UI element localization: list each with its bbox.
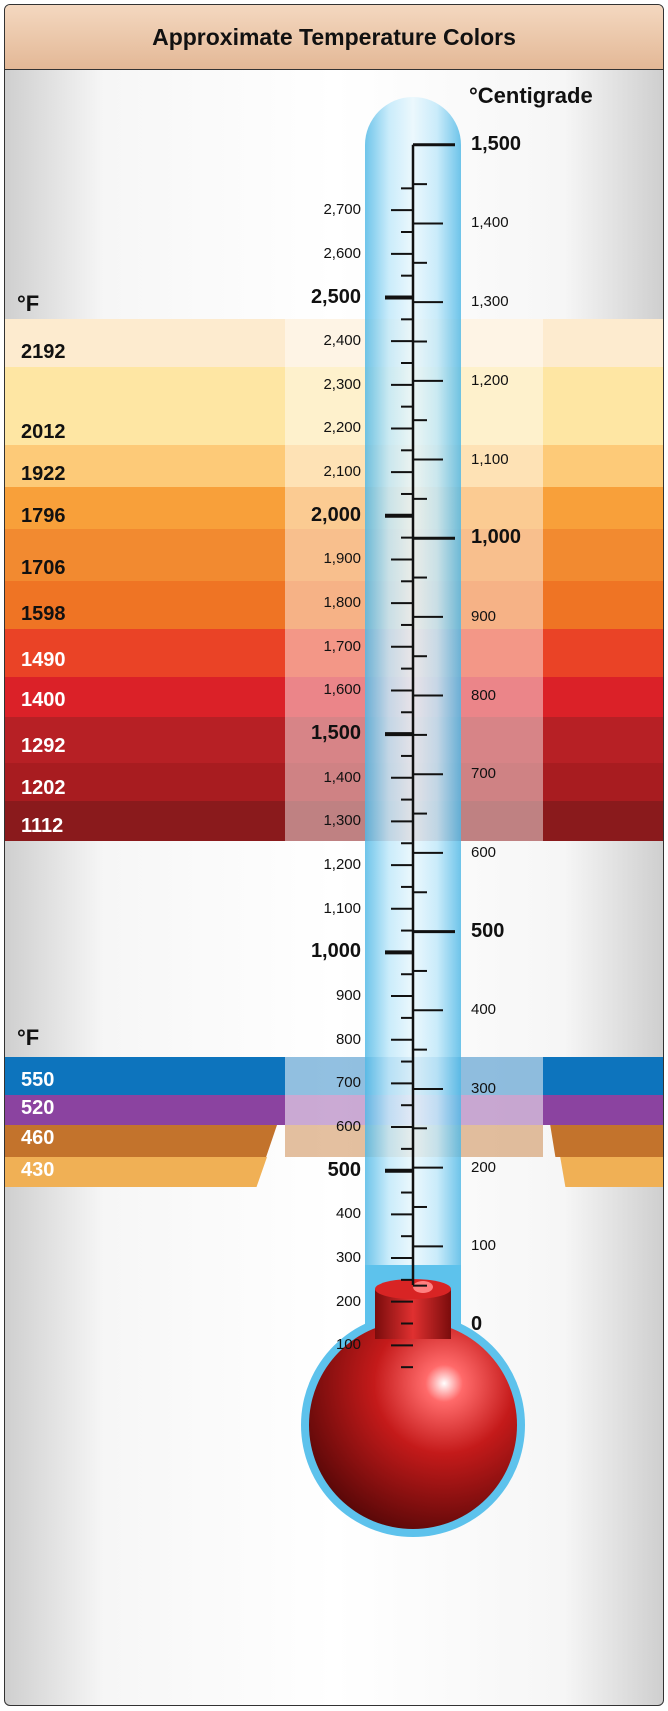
centigrade-label: 400	[471, 1001, 497, 1019]
title-banner: Approximate Temperature Colors	[5, 5, 663, 70]
centigrade-label: 1,500	[471, 132, 522, 155]
centigrade-label: 900	[471, 607, 497, 625]
fahrenheit-label: 300	[335, 1249, 361, 1267]
temper-f-value: 520	[21, 1097, 55, 1119]
fahrenheit-label: 1,600	[323, 681, 361, 699]
hot-body-band	[5, 581, 663, 629]
temper-band-right	[550, 1125, 663, 1157]
fahrenheit-label: 2,600	[323, 244, 361, 262]
temper-f-value: 550	[21, 1069, 55, 1091]
fahrenheit-label: 900	[335, 987, 361, 1005]
centigrade-label: 1,000	[471, 526, 522, 549]
bulb-highlight	[413, 1281, 433, 1293]
hot-body-f-value: 1490	[21, 649, 66, 671]
hot-body-f-header: °F	[17, 291, 40, 316]
hot-body-band	[5, 677, 663, 717]
hot-body-band	[5, 487, 663, 529]
fahrenheit-label: 2,100	[323, 463, 361, 481]
fahrenheit-label: 1,400	[323, 768, 361, 786]
poster-frame: Approximate Temperature Colors °Fahrenhe…	[4, 4, 664, 1706]
hot-body-f-value: 1706	[21, 557, 66, 579]
centigrade-label: 500	[471, 919, 505, 942]
temper-band-right	[543, 1057, 663, 1095]
hot-body-f-value: 1796	[21, 505, 66, 527]
fahrenheit-label: 400	[335, 1205, 361, 1223]
fahrenheit-label: 2,200	[323, 419, 361, 437]
fahrenheit-label: 600	[335, 1118, 361, 1136]
fahrenheit-label: 2,000	[310, 503, 361, 526]
fahrenheit-label: 1,800	[323, 594, 361, 612]
centigrade-label: 300	[471, 1079, 497, 1097]
fahrenheit-label: 800	[335, 1030, 361, 1048]
thermometer	[301, 97, 525, 1537]
fahrenheit-label: 100	[335, 1336, 361, 1354]
hot-body-f-value: 2012	[21, 421, 66, 443]
hot-body-f-value: 1922	[21, 463, 66, 485]
fahrenheit-label: 1,000	[310, 940, 361, 963]
fahrenheit-label: 1,900	[323, 550, 361, 568]
hot-body-f-value: 1598	[21, 603, 66, 625]
temper-band-left	[5, 1157, 267, 1187]
hot-body-f-value: 1292	[21, 735, 66, 757]
thermometer-bulb	[309, 1321, 517, 1529]
temper-band-left	[5, 1057, 285, 1095]
hot-body-f-value: 1202	[21, 777, 66, 799]
temper-f-value: 460	[21, 1127, 55, 1149]
temper-f-value: 430	[21, 1159, 55, 1181]
centigrade-label: 800	[471, 686, 497, 704]
page-title: Approximate Temperature Colors	[152, 24, 516, 50]
centigrade-label: 600	[471, 843, 497, 861]
fahrenheit-label: 700	[335, 1074, 361, 1092]
fahrenheit-label: 2,300	[323, 375, 361, 393]
hot-body-band	[5, 717, 663, 763]
fahrenheit-label: 500	[327, 1158, 361, 1181]
fahrenheit-label: 2,700	[323, 201, 361, 219]
centigrade-label: 1,200	[471, 371, 509, 389]
hot-body-band	[5, 445, 663, 487]
temper-band-left	[5, 1125, 277, 1157]
centigrade-label: 1,100	[471, 450, 509, 468]
fahrenheit-label: 200	[335, 1292, 361, 1310]
fahrenheit-label: 1,700	[323, 637, 361, 655]
hot-body-band	[5, 529, 663, 581]
fahrenheit-label: 1,500	[310, 722, 361, 745]
hot-body-f-value: 2192	[21, 341, 66, 363]
fahrenheit-label: 1,200	[323, 856, 361, 874]
centigrade-label: 1,300	[471, 293, 509, 311]
fahrenheit-label: 2,500	[310, 285, 361, 308]
hot-body-band	[5, 763, 663, 801]
bulb-neck-top	[375, 1279, 451, 1299]
hot-body-f-value: 1400	[21, 689, 66, 711]
temper-band-right	[560, 1157, 663, 1187]
hot-body-band	[5, 801, 663, 841]
centigrade-label: 0	[471, 1313, 483, 1335]
centigrade-label: 200	[471, 1158, 497, 1176]
temper-band-right	[543, 1095, 663, 1125]
centigrade-label: 700	[471, 765, 497, 783]
centigrade-label: 100	[471, 1237, 497, 1255]
centigrade-label: 1,400	[471, 214, 509, 232]
temper-f-header: °F	[17, 1025, 40, 1050]
hot-body-f-value: 1112	[21, 815, 64, 837]
temper-band-left	[5, 1095, 285, 1125]
centigrade-header: °Centigrade	[469, 83, 593, 108]
hot-body-band	[5, 629, 663, 677]
fahrenheit-label: 1,300	[323, 812, 361, 830]
hot-body-band	[5, 319, 663, 367]
fahrenheit-label: 2,400	[323, 332, 361, 350]
hot-body-band	[5, 367, 663, 445]
fahrenheit-label: 1,100	[323, 899, 361, 917]
